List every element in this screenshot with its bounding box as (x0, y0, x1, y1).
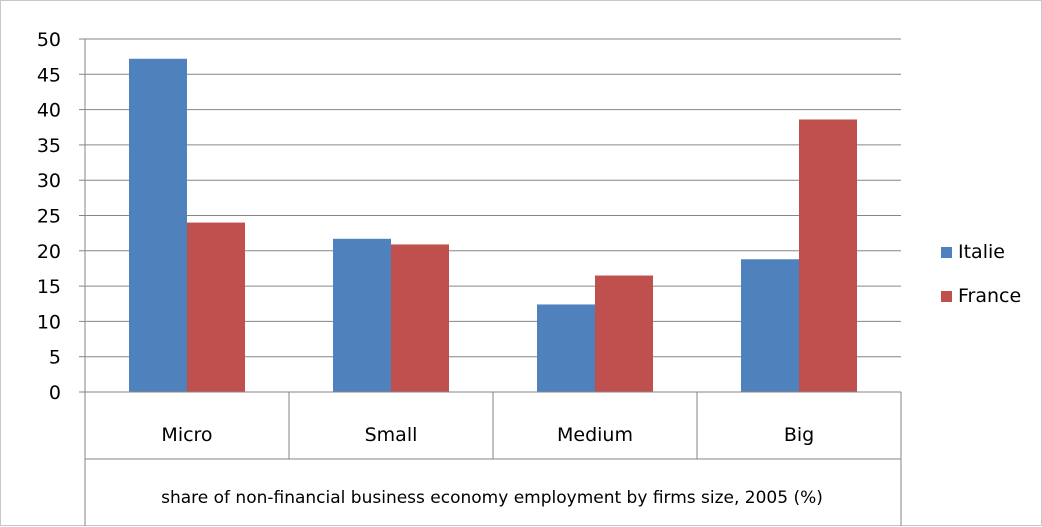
bar-france-big (799, 119, 857, 392)
category-label: Medium (557, 424, 633, 446)
category-label: Small (365, 424, 418, 446)
y-tick-label: 25 (37, 206, 61, 228)
legend: Italie France (941, 241, 1021, 307)
legend-label: Italie (958, 241, 1005, 263)
y-tick-label: 45 (37, 64, 61, 86)
legend-label: France (958, 285, 1021, 307)
bar-france-small (391, 244, 449, 392)
category-label: Micro (161, 424, 212, 446)
y-tick-label: 0 (49, 382, 61, 404)
bar-france-medium (595, 275, 653, 392)
y-tick-label: 20 (37, 241, 61, 263)
category-axis: Micro Small Medium Big (85, 392, 902, 526)
y-tick-label: 5 (49, 347, 61, 369)
bars (129, 58, 857, 392)
y-tick-label: 35 (37, 135, 61, 157)
y-tick-label: 30 (37, 170, 61, 192)
y-tick-label: 50 (37, 29, 61, 51)
bar-italie-medium (537, 304, 595, 392)
bar-italie-micro (129, 58, 187, 392)
bar-italie-small (333, 238, 391, 392)
y-tick-label: 40 (37, 100, 61, 122)
x-axis-label: share of non-financial business economy … (161, 488, 823, 508)
y-tick-label: 15 (37, 276, 61, 298)
bar-italie-big (741, 259, 799, 392)
category-label: Big (784, 424, 814, 446)
legend-swatch (941, 247, 952, 258)
legend-swatch (941, 291, 952, 302)
y-tick-label: 10 (37, 311, 61, 333)
y-axis-ticks: 0 5 10 15 20 25 30 35 40 45 50 (37, 29, 85, 404)
bar-france-micro (187, 222, 245, 392)
